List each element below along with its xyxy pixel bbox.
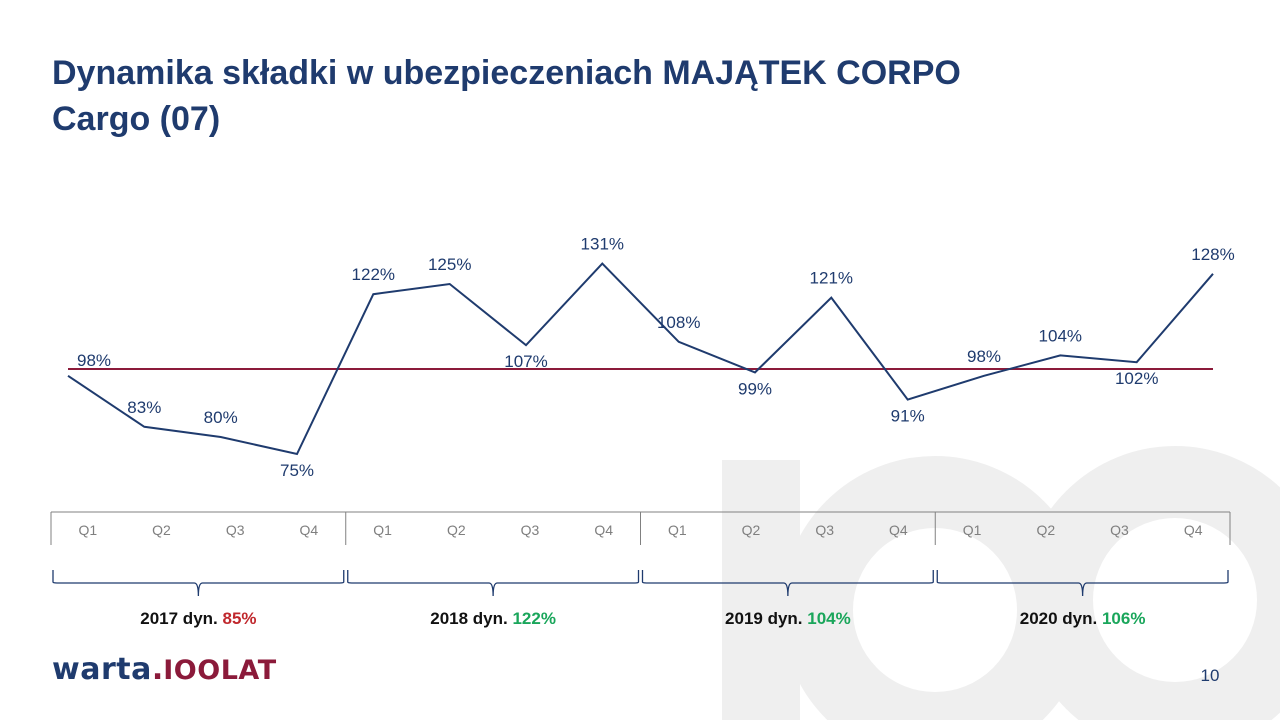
x-tick-label-11: Q3 (815, 522, 834, 538)
page-title: Dynamika składki w ubezpieczeniach MAJĄT… (52, 50, 1172, 142)
x-tick-label-6: Q2 (447, 522, 466, 538)
data-label-2: 83% (127, 398, 161, 417)
year-summary-label-2017: 2017 dyn. (140, 609, 222, 628)
year-summary-value-2017: 85% (222, 609, 256, 628)
data-label-4: 75% (280, 461, 314, 480)
year-brace-2020 (936, 570, 1229, 597)
year-brace-2019 (641, 570, 934, 597)
data-label-16: 128% (1191, 245, 1234, 264)
data-label-12: 91% (891, 407, 925, 426)
data-label-8: 131% (581, 235, 624, 254)
data-label-13: 98% (967, 347, 1001, 366)
logo-dot: . (151, 652, 164, 687)
watermark-digit-zero-2 (1021, 446, 1280, 720)
x-tick-label-2: Q2 (152, 522, 171, 538)
year-summary-2017: 2017 dyn. 85% (140, 609, 256, 628)
data-label-9: 108% (657, 313, 700, 332)
year-summary-label-2018: 2018 dyn. (430, 609, 512, 628)
series-line (67, 262, 1214, 456)
year-summary-label-2020: 2020 dyn. (1020, 609, 1102, 628)
year-brace-2018 (347, 570, 640, 597)
data-label-15: 102% (1115, 369, 1158, 388)
data-label-3: 80% (204, 408, 238, 427)
year-brace-2017 (52, 570, 345, 597)
data-label-1: 98% (77, 351, 111, 370)
logo-main-text: warta (52, 652, 152, 687)
x-tick-label-9: Q1 (668, 522, 687, 538)
data-label-10: 99% (738, 379, 772, 398)
year-summary-2019: 2019 dyn. 104% (725, 609, 851, 628)
x-tick-label-10: Q2 (742, 522, 761, 538)
page-title-line-2: Cargo (07) (52, 100, 221, 138)
page-number: 10 (1200, 666, 1220, 685)
year-summary-value-2018: 122% (512, 609, 555, 628)
x-tick-label-3: Q3 (226, 522, 245, 538)
x-tick-label-8: Q4 (594, 522, 613, 538)
x-tick-label-7: Q3 (521, 522, 540, 538)
x-tick-label-15: Q3 (1110, 522, 1129, 538)
year-summary-label-2019: 2019 dyn. (725, 609, 807, 628)
data-label-14: 104% (1039, 326, 1082, 345)
year-summary-value-2019: 104% (807, 609, 850, 628)
page-title-line-1: Dynamika składki w ubezpieczeniach MAJĄT… (52, 54, 961, 92)
x-tick-label-5: Q1 (373, 522, 392, 538)
x-tick-label-4: Q4 (300, 522, 319, 538)
year-summary-value-2020: 106% (1102, 609, 1145, 628)
x-tick-label-13: Q1 (963, 522, 982, 538)
data-label-7: 107% (504, 352, 547, 371)
x-tick-label-16: Q4 (1184, 522, 1203, 538)
data-label-11: 121% (810, 269, 853, 288)
logo-suffix-text: IOOLAT (163, 655, 277, 686)
data-label-5: 122% (352, 265, 395, 284)
x-tick-label-1: Q1 (78, 522, 97, 538)
x-tick-label-14: Q2 (1036, 522, 1055, 538)
x-tick-label-12: Q4 (889, 522, 908, 538)
year-summary-2020: 2020 dyn. 106% (1020, 609, 1146, 628)
company-logo: warta. IOOLAT (52, 652, 277, 692)
data-label-6: 125% (428, 255, 471, 274)
year-summary-2018: 2018 dyn. 122% (430, 609, 556, 628)
